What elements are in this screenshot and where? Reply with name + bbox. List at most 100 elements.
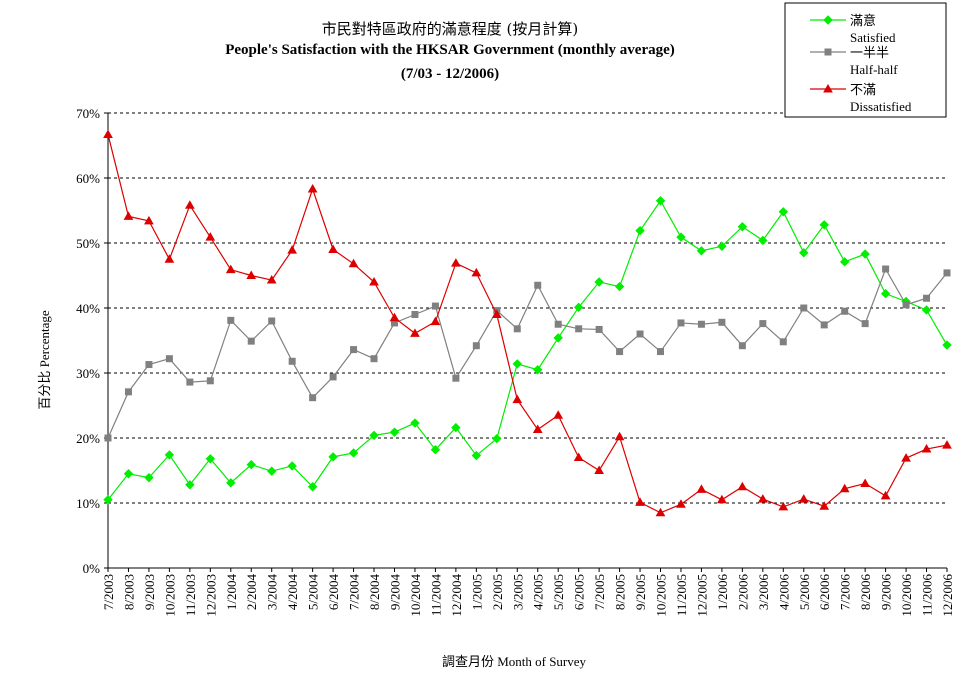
data-point [616,348,624,356]
data-point [798,494,809,503]
data-point [738,342,746,350]
data-point [737,222,748,232]
x-tick-label: 11/2006 [920,574,935,617]
x-tick-label: 2/2006 [735,574,750,611]
x-tick-label: 4/2004 [285,574,300,611]
x-tick-label: 10/2005 [654,574,669,617]
data-point [921,305,932,315]
data-point [553,410,564,419]
data-series [103,129,952,517]
data-point [512,394,523,404]
data-point [452,374,460,382]
data-point [307,184,318,193]
data-point [655,507,666,517]
data-point [205,232,216,241]
data-point [717,241,727,251]
x-tick-label: 8/2004 [367,574,382,611]
y-tick-label: 70% [76,106,100,121]
x-tick-label: 1/2006 [715,574,730,611]
y-tick-label: 0% [83,561,101,576]
x-axis-ticks: 7/2003 8/2003 9/2003 10/2003 11/2003 12/2003 1… [101,568,955,617]
y-tick-label: 10% [76,496,100,511]
data-point [492,433,502,444]
data-point [287,461,297,471]
legend-item-half-half: 一半半 Half-half [810,45,898,77]
data-point [943,269,951,277]
data-point [389,312,400,322]
data-point [573,452,584,461]
data-point [635,225,645,236]
data-point [288,357,296,365]
chart-period: (7/03 - 12/2006) [400,66,500,82]
data-point [184,200,195,209]
x-tick-label: 8/2005 [613,574,628,610]
data-point [823,15,833,25]
data-point [512,359,522,369]
data-point [921,444,932,453]
x-tick-label: 9/2004 [387,574,402,611]
data-point [144,472,154,483]
data-point [839,483,850,493]
data-point [533,365,543,375]
data-point [491,309,502,318]
data-point [410,328,420,337]
data-point [268,317,276,325]
data-point [696,246,707,256]
data-point [757,494,768,503]
data-point [860,249,870,259]
series-line [107,199,948,501]
x-tick-label: 3/2006 [756,574,771,611]
data-point [553,333,563,343]
data-point [185,480,195,490]
data-point [350,346,358,354]
x-tick-label: 4/2006 [776,574,791,611]
data-point [819,220,829,230]
legend-label-zh: 滿意 [850,13,876,28]
data-point [266,466,277,476]
x-tick-label: 4/2005 [531,574,546,610]
data-point [901,453,911,462]
data-point [329,373,337,381]
x-tick-label: 6/2005 [572,574,587,610]
x-tick-label: 11/2003 [183,574,198,616]
data-point [880,490,891,500]
data-point [594,277,604,287]
data-point [697,320,705,328]
data-point [471,267,482,277]
x-tick-label: 9/2005 [633,574,648,610]
data-point [348,448,359,458]
data-point [451,258,461,267]
x-tick-label: 8/2003 [121,574,136,610]
data-point [246,459,256,470]
legend-label-zh: 不滿 [850,82,876,97]
x-tick-label: 3/2005 [510,574,525,610]
data-point [942,440,952,449]
legend-label-en: Half-half [850,62,898,77]
data-point [103,495,113,505]
x-tick-label: 5/2004 [306,574,321,611]
data-point [676,499,686,508]
data-point [902,301,910,309]
data-point [411,311,419,318]
data-point [328,244,338,253]
data-point [861,320,869,328]
data-point [823,83,833,93]
x-tick-label: 8/2006 [858,574,873,611]
data-point [227,316,235,324]
x-tick-label: 5/2005 [551,574,566,610]
data-point [431,302,439,310]
data-point [124,388,132,396]
data-point [348,258,359,268]
legend-label-zh: 一半半 [850,45,889,60]
data-point [635,497,645,506]
x-tick-label: 12/2005 [694,574,709,617]
data-point [778,501,789,511]
data-point [839,257,850,267]
x-tick-label: 6/2004 [326,574,341,611]
data-point [430,444,441,455]
data-point [225,264,236,274]
data-point [636,330,644,338]
data-point [123,211,134,220]
series-dissatisfied [103,129,952,517]
data-point [737,481,748,491]
